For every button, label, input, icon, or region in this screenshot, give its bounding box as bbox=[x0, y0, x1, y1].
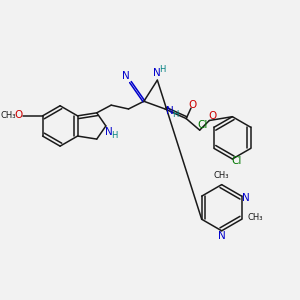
Text: H: H bbox=[111, 131, 118, 140]
Text: N: N bbox=[218, 231, 226, 241]
Text: Cl: Cl bbox=[231, 156, 242, 166]
Text: Cl: Cl bbox=[197, 120, 208, 130]
Text: N: N bbox=[152, 68, 160, 78]
Text: O: O bbox=[189, 100, 197, 110]
Text: O: O bbox=[208, 111, 216, 121]
Text: H: H bbox=[172, 110, 179, 119]
Text: CH₃: CH₃ bbox=[214, 170, 230, 179]
Text: N: N bbox=[166, 106, 174, 116]
Text: O: O bbox=[14, 110, 23, 120]
Text: CH₃: CH₃ bbox=[248, 213, 263, 222]
Text: N: N bbox=[105, 127, 112, 137]
Text: N: N bbox=[242, 193, 249, 203]
Text: H: H bbox=[159, 65, 165, 74]
Text: CH₃: CH₃ bbox=[0, 111, 16, 120]
Text: N: N bbox=[122, 71, 130, 81]
